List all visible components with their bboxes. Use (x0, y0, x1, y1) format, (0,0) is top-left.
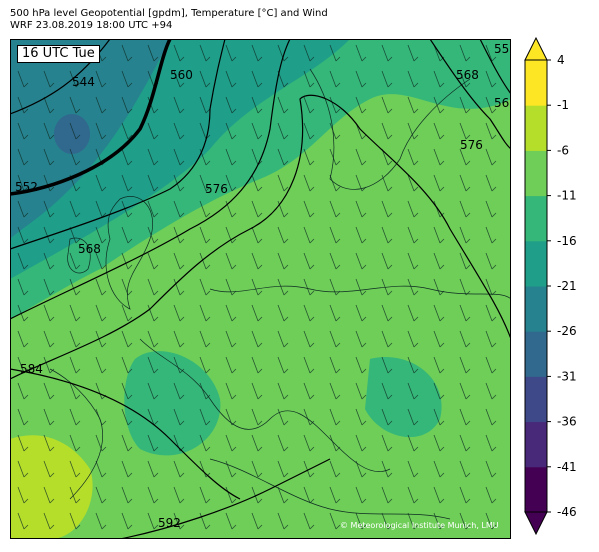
contour-label: 576 (205, 182, 228, 196)
colorbar-tick-label: -6 (557, 143, 569, 157)
contour-label: 560 (494, 96, 511, 110)
temperature-colorbar: 4 -1 -6 -11 -16 -21 -26 -31 -36 -41 -46 (524, 36, 577, 536)
contour-560-ne (479, 39, 511, 95)
colorbar-segment (525, 331, 547, 377)
contour-label: 568 (456, 68, 479, 82)
colorbar-tick-label: 4 (557, 53, 565, 67)
colorbar-extend-min (524, 511, 548, 536)
colorbar-segment (525, 60, 547, 106)
credit-text: © Meteorological Institute Munich, LMU (340, 521, 499, 530)
map-subtitle: WRF 23.08.2019 18:00 UTC +94 (10, 20, 173, 31)
contour-label: 560 (170, 68, 193, 82)
contour-568-ne (429, 39, 511, 150)
contour-label: 552 (15, 180, 38, 194)
colorbar-tick-label: -36 (557, 415, 577, 429)
contour-584 (10, 368, 241, 500)
weather-map: 544 552 560 568 576 584 592 568 576 560 … (10, 39, 511, 539)
contour-560 (10, 39, 226, 250)
geopotential-contours (10, 39, 511, 539)
contour-label: 584 (20, 362, 43, 376)
colorbar-tick-label: -1 (557, 98, 569, 112)
colorbar-segment (525, 240, 547, 287)
colorbar-tick-label: -16 (557, 234, 577, 248)
contour-label: 544 (72, 75, 95, 89)
colorbar-tick-label: -26 (557, 324, 577, 338)
colorbar-tick-label: -21 (557, 279, 577, 293)
colorbar-extend-max (524, 36, 548, 61)
contour-544 (10, 39, 111, 115)
colorbar-segment (525, 105, 547, 151)
contour-label-group: 544 552 560 568 576 584 592 568 576 560 … (15, 42, 511, 530)
contour-592 (119, 458, 331, 539)
contour-576 (10, 94, 511, 380)
colorbar-segment (525, 150, 547, 197)
colorbar-segment (525, 376, 547, 423)
contour-label: 576 (460, 138, 483, 152)
colorbar-segment (525, 421, 547, 468)
map-frame (10, 39, 511, 539)
time-label: 16 UTC Tue (17, 45, 100, 63)
colorbar-tick-label: -11 (557, 189, 577, 203)
map-title: 500 hPa level Geopotential [gpdm], Tempe… (10, 8, 328, 19)
colorbar-segment (525, 195, 547, 242)
colorbar-tick-label: -31 (557, 369, 577, 383)
colorbar-segment (525, 286, 547, 332)
contour-552 (10, 39, 172, 196)
wind-barbs (10, 39, 511, 539)
contour-568 (10, 39, 291, 320)
contour-label: 568 (78, 242, 101, 256)
contour-label: 552 (494, 42, 511, 56)
contour-label: 592 (158, 516, 181, 530)
colorbar-tick-label: -41 (557, 460, 577, 474)
map-canvas: 544 552 560 568 576 584 592 568 576 560 … (10, 39, 511, 539)
colorbar-segment (525, 466, 547, 513)
colorbar-tick-label: -46 (557, 505, 577, 519)
